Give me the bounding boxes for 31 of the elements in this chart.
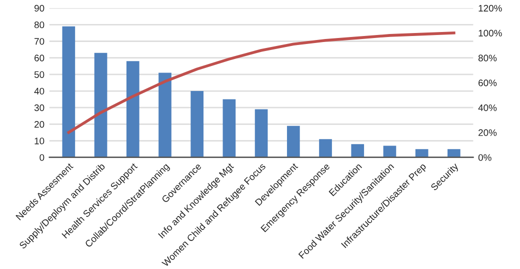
y2-tick-label: 40% — [478, 104, 497, 112]
y2-tick-label: 20% — [478, 129, 497, 136]
y2-tick-label: 80% — [478, 54, 497, 62]
y2-tick-label: 60% — [478, 80, 497, 86]
bar — [254, 109, 268, 158]
bar — [351, 144, 364, 158]
y-tick-label: 90 — [34, 4, 44, 12]
y-tick-label: 60 — [34, 54, 44, 62]
y2-tick-label: 100% — [478, 30, 502, 36]
y2-tick-label: 0% — [478, 154, 492, 161]
bar — [286, 126, 300, 158]
bar — [222, 99, 236, 158]
bar — [62, 26, 76, 158]
y-tick-label: 80 — [34, 21, 44, 28]
line-series — [67, 32, 456, 134]
y-tick-label: 40 — [34, 88, 44, 95]
bar — [319, 139, 332, 158]
bar — [190, 91, 204, 158]
y-tick-label: 30 — [34, 104, 44, 112]
y-tick-label: 50 — [34, 71, 44, 78]
bar — [126, 61, 140, 158]
y2-tick-label: 120% — [478, 4, 502, 12]
bar — [448, 149, 460, 158]
bar — [415, 149, 428, 158]
y-tick-label: 10 — [34, 138, 44, 144]
bar — [94, 52, 108, 158]
bar — [383, 146, 396, 158]
y-tick-label: 20 — [34, 121, 44, 128]
y-tick-label: 0 — [40, 154, 44, 161]
bar — [158, 72, 172, 158]
y-tick-label: 70 — [34, 38, 44, 45]
